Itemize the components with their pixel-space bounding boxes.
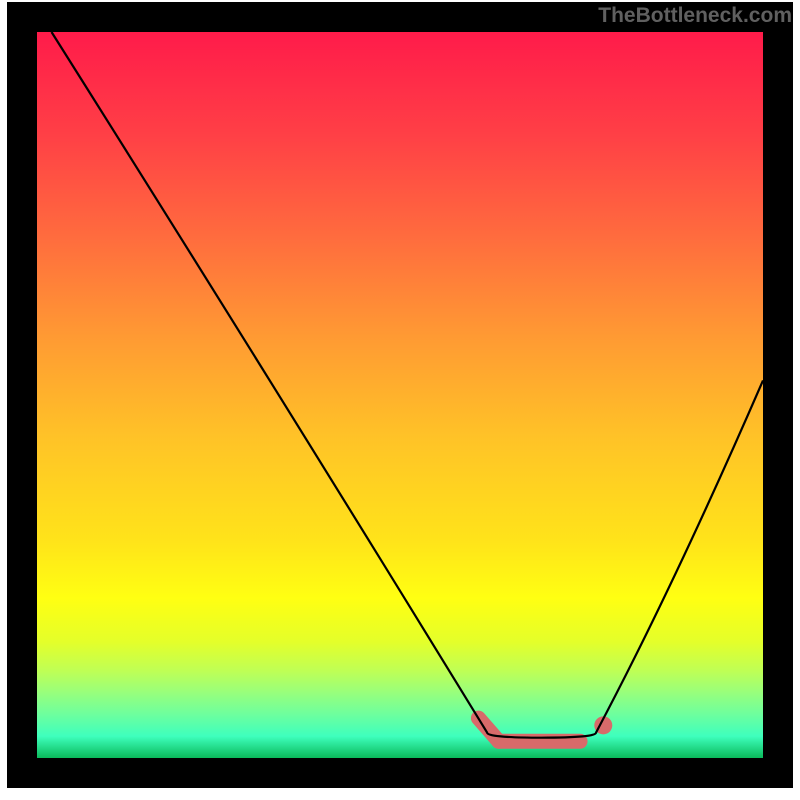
chart-container: TheBottleneck.com: [0, 0, 800, 800]
plot-border: [7, 2, 793, 788]
watermark-text: TheBottleneck.com: [598, 4, 792, 28]
